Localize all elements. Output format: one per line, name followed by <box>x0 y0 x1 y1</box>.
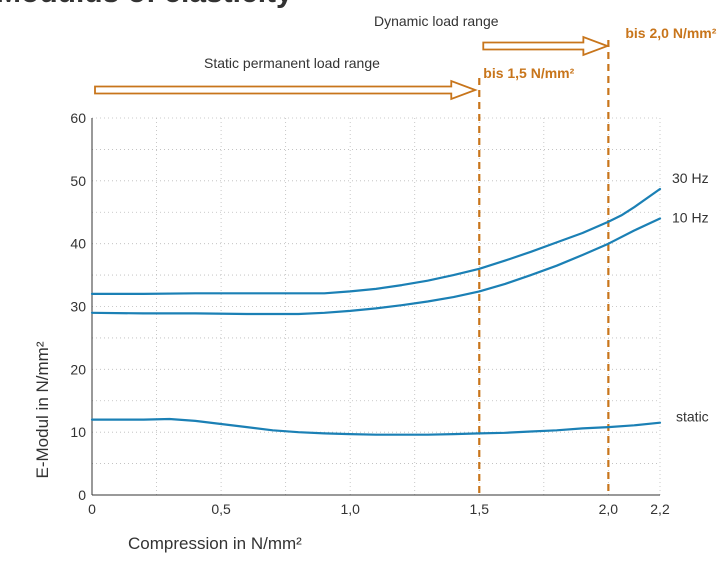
x-tick-label: 0 <box>88 501 96 517</box>
x-tick-label: 2,2 <box>650 501 670 517</box>
x-tick-label: 1,0 <box>340 501 360 517</box>
static-range-arrow <box>94 79 478 101</box>
dynamic-range-arrow <box>482 35 610 57</box>
series-label: static <box>676 409 709 425</box>
limit-label: bis 2,0 N/mm² <box>625 25 716 41</box>
y-tick-label: 0 <box>78 487 86 503</box>
series-line-30-hz <box>90 187 662 295</box>
dynamic-range-label: Dynamic load range <box>374 13 499 29</box>
limit-label: bis 1,5 N/mm² <box>483 65 574 81</box>
page-header-fragment: Modulus of elasticity <box>0 0 293 10</box>
axes <box>91 118 660 496</box>
series-line-static <box>90 417 662 436</box>
y-tick-label: 40 <box>70 236 86 252</box>
series-lines: 30 Hz 10 Hz static <box>90 170 709 436</box>
series-line-10-hz <box>90 217 662 316</box>
series-label: 10 Hz <box>672 210 709 226</box>
series-label: 30 Hz <box>672 170 709 186</box>
y-tick-label: 50 <box>70 173 86 189</box>
static-range-label: Static permanent load range <box>204 55 380 71</box>
x-tick-label: 2,0 <box>599 501 619 517</box>
load-range-arrows: Static permanent load range Dynamic load … <box>94 13 610 101</box>
y-axis-label: E-Modul in N/mm² <box>33 341 52 478</box>
x-tick-label: 0,5 <box>211 501 231 517</box>
y-tick-label: 10 <box>70 424 86 440</box>
x-axis-label: Compression in N/mm² <box>128 534 302 553</box>
grid <box>92 117 661 495</box>
x-tick-label: 1,5 <box>470 501 490 517</box>
y-tick-label: 60 <box>70 110 86 126</box>
limit-lines: bis 1,5 N/mm² bis 2,0 N/mm² <box>478 25 717 495</box>
y-tick-label: 20 <box>70 361 86 377</box>
tick-labels: 0 10 20 30 40 50 60 0 0,5 1,0 1,5 2,0 2,2 <box>70 110 670 517</box>
y-tick-label: 30 <box>70 299 86 315</box>
